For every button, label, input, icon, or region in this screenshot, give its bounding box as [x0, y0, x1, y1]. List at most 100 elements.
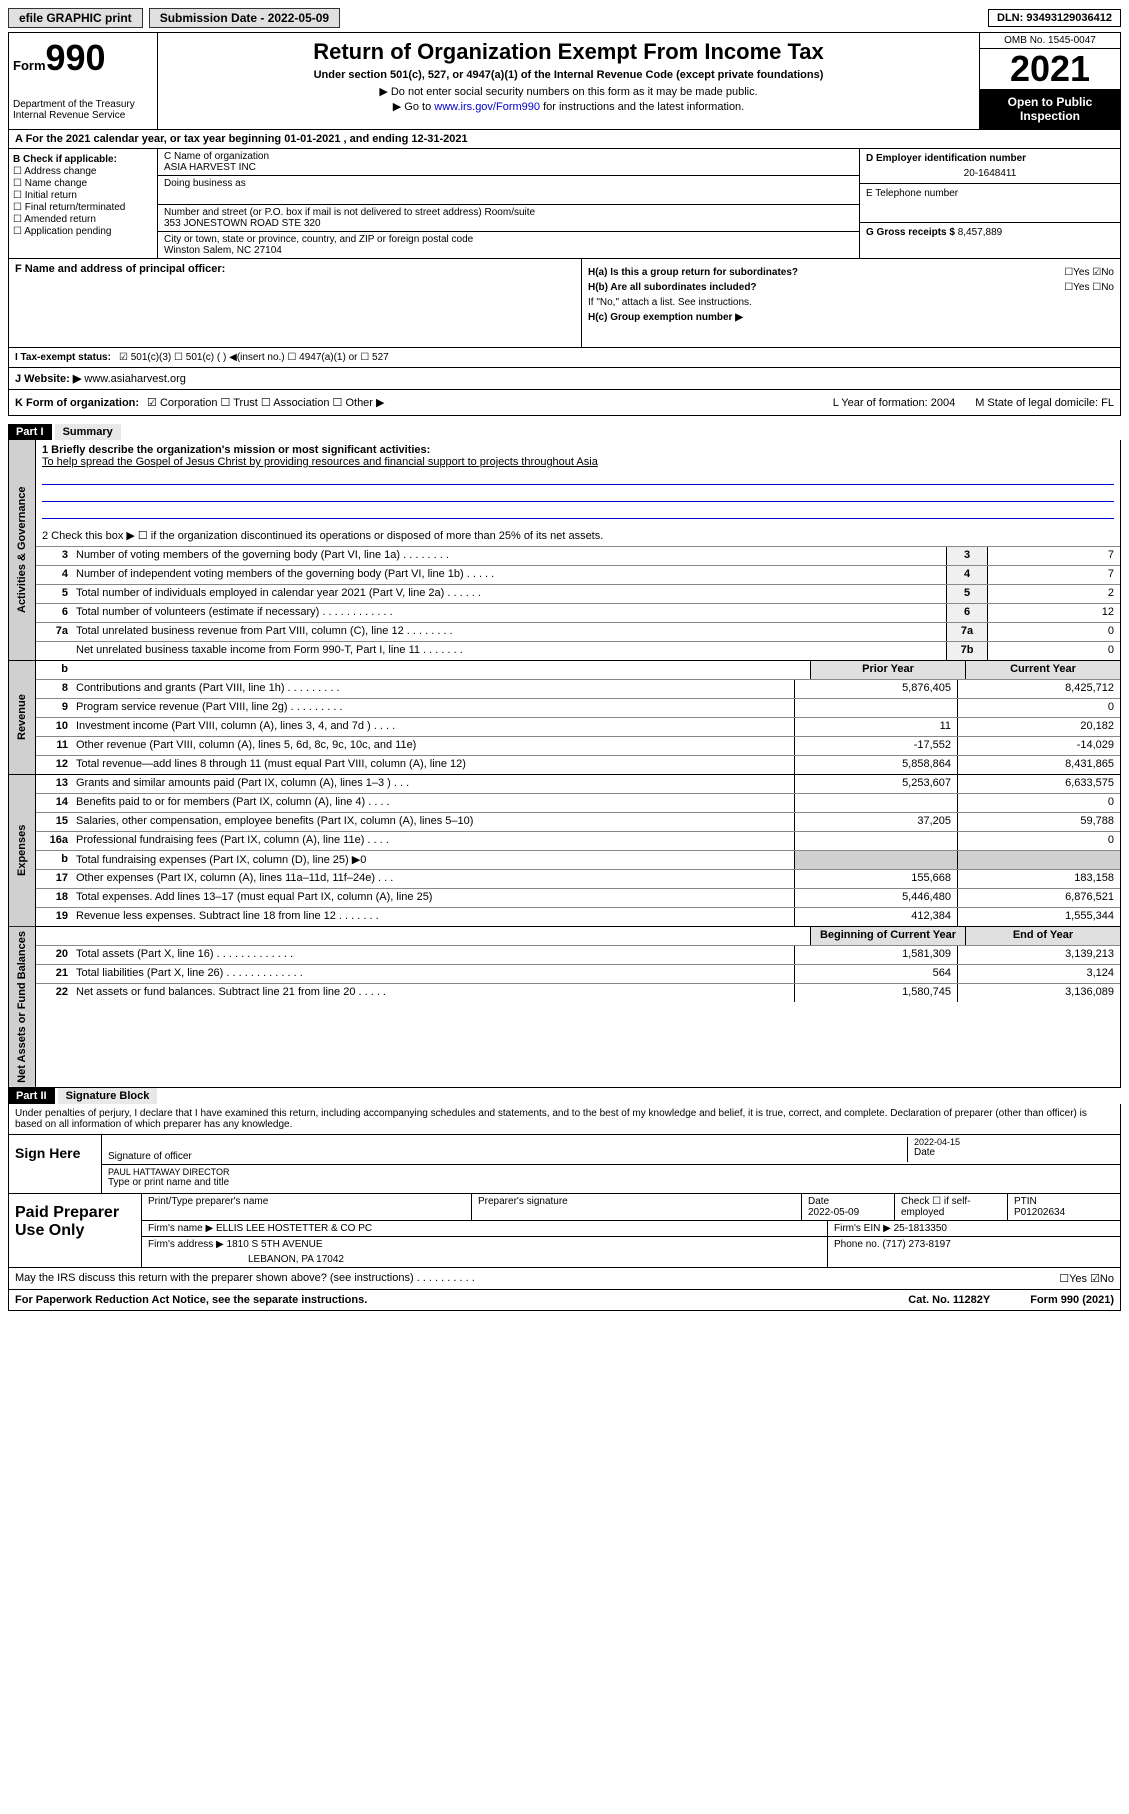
check-final[interactable]: ☐ Final return/terminated [13, 202, 153, 213]
line-11: 11 Other revenue (Part VIII, column (A),… [36, 736, 1120, 755]
org-name: ASIA HARVEST INC [164, 162, 853, 173]
instruct-1: ▶ Do not enter social security numbers o… [164, 85, 973, 98]
part1-governance: Activities & Governance 1 Briefly descri… [8, 440, 1121, 661]
street: 353 JONESTOWN ROAD STE 320 [164, 218, 853, 229]
line-7b: Net unrelated business taxable income fr… [36, 641, 1120, 660]
line-20: 20 Total assets (Part X, line 16) . . . … [36, 945, 1120, 964]
line-14: 14 Benefits paid to or for members (Part… [36, 793, 1120, 812]
form-number: 990 [46, 37, 106, 78]
title-main: Return of Organization Exempt From Incom… [164, 39, 973, 65]
officer-name: PAUL HATTAWAY DIRECTOR [108, 1167, 1114, 1177]
ein: 20-1648411 [866, 168, 1114, 179]
side-net: Net Assets or Fund Balances [9, 927, 36, 1087]
part1-expenses: Expenses 13 Grants and similar amounts p… [8, 775, 1121, 927]
line-19: 19 Revenue less expenses. Subtract line … [36, 907, 1120, 926]
footer: For Paperwork Reduction Act Notice, see … [8, 1290, 1121, 1311]
line-12: 12 Total revenue—add lines 8 through 11 … [36, 755, 1120, 774]
topbar: efile GRAPHIC print Submission Date - 20… [8, 8, 1121, 28]
firm-ein: 25-1813350 [894, 1223, 947, 1234]
form-container: efile GRAPHIC print Submission Date - 20… [0, 0, 1129, 1319]
part2-header: Part II [8, 1088, 55, 1104]
check-name[interactable]: ☐ Name change [13, 178, 153, 189]
check-initial[interactable]: ☐ Initial return [13, 190, 153, 201]
firm-address: 1810 S 5TH AVENUE [227, 1239, 323, 1250]
period-row: A For the 2021 calendar year, or tax yea… [8, 130, 1121, 149]
omb: OMB No. 1545-0047 [980, 33, 1120, 49]
line-13: 13 Grants and similar amounts paid (Part… [36, 775, 1120, 793]
section-f-h: F Name and address of principal officer:… [8, 259, 1121, 348]
part1-net-assets: Net Assets or Fund Balances Beginning of… [8, 927, 1121, 1088]
line-18: 18 Total expenses. Add lines 13–17 (must… [36, 888, 1120, 907]
signature-block: Under penalties of perjury, I declare th… [8, 1104, 1121, 1290]
line-8: 8 Contributions and grants (Part VIII, l… [36, 679, 1120, 698]
line-9: 9 Program service revenue (Part VIII, li… [36, 698, 1120, 717]
line-4: 4 Number of independent voting members o… [36, 565, 1120, 584]
form-org-options[interactable]: ☑ Corporation ☐ Trust ☐ Association ☐ Ot… [147, 396, 384, 409]
department: Department of the Treasury Internal Reve… [13, 99, 153, 121]
check-address[interactable]: ☐ Address change [13, 166, 153, 177]
sig-date: 2022-04-15 [914, 1137, 1114, 1147]
part2-header-row: Part II Signature Block [8, 1088, 1121, 1104]
firm-phone: (717) 273-8197 [882, 1239, 950, 1250]
declaration: Under penalties of perjury, I declare th… [9, 1104, 1120, 1134]
line-17: 17 Other expenses (Part IX, column (A), … [36, 869, 1120, 888]
line-16b: b Total fundraising expenses (Part IX, c… [36, 850, 1120, 869]
section-de: D Employer identification number 20-1648… [860, 149, 1120, 258]
side-expenses: Expenses [9, 775, 36, 926]
form-ref: Form 990 (2021) [1030, 1294, 1114, 1306]
header-right: OMB No. 1545-0047 2021 Open to Public In… [979, 33, 1120, 129]
section-b: B Check if applicable: ☐ Address change … [9, 149, 158, 258]
irs-link[interactable]: www.irs.gov/Form990 [434, 101, 540, 113]
line-15: 15 Salaries, other compensation, employe… [36, 812, 1120, 831]
paperwork-notice: For Paperwork Reduction Act Notice, see … [15, 1294, 367, 1306]
mission-text: To help spread the Gospel of Jesus Chris… [42, 456, 1114, 468]
info-grid: B Check if applicable: ☐ Address change … [8, 149, 1121, 259]
open-public: Open to Public Inspection [980, 89, 1120, 129]
submission-date: Submission Date - 2022-05-09 [149, 8, 340, 28]
tax-year: 2021 [980, 49, 1120, 89]
part1-revenue: Revenue b Prior Year Current Year 8 Cont… [8, 661, 1121, 775]
website-row: J Website: ▶ www.asiaharvest.org [8, 368, 1121, 390]
line-5: 5 Total number of individuals employed i… [36, 584, 1120, 603]
header: Form990 Department of the Treasury Inter… [8, 32, 1121, 130]
line-2: 2 Check this box ▶ ☐ if the organization… [42, 529, 1114, 542]
line-10: 10 Investment income (Part VIII, column … [36, 717, 1120, 736]
ha-answer[interactable]: ☐Yes ☑No [1064, 267, 1114, 278]
line-3: 3 Number of voting members of the govern… [36, 546, 1120, 565]
website-url[interactable]: www.asiaharvest.org [84, 373, 186, 385]
check-amended[interactable]: ☐ Amended return [13, 214, 153, 225]
subtitle: Under section 501(c), 527, or 4947(a)(1)… [164, 69, 973, 81]
side-revenue: Revenue [9, 661, 36, 774]
gross-receipts: 8,457,889 [958, 227, 1003, 238]
check-pending[interactable]: ☐ Application pending [13, 226, 153, 237]
side-governance: Activities & Governance [9, 440, 36, 660]
form-label: Form [13, 58, 46, 73]
instruct-2: ▶ Go to www.irs.gov/Form990 for instruct… [164, 100, 973, 113]
tax-status-options[interactable]: ☑ 501(c)(3) ☐ 501(c) ( ) ◀(insert no.) ☐… [119, 352, 389, 363]
line-16a: 16a Professional fundraising fees (Part … [36, 831, 1120, 850]
header-center: Return of Organization Exempt From Incom… [158, 33, 979, 129]
hb-answer[interactable]: ☐Yes ☐No [1064, 282, 1114, 293]
part1-title: Summary [55, 424, 121, 440]
part2-title: Signature Block [58, 1088, 158, 1104]
year-formation: L Year of formation: 2004 [833, 397, 956, 409]
part1-header-row: Part I Summary [8, 424, 1121, 440]
line-22: 22 Net assets or fund balances. Subtract… [36, 983, 1120, 1002]
section-c: C Name of organization ASIA HARVEST INC … [158, 149, 860, 258]
header-left: Form990 Department of the Treasury Inter… [9, 33, 158, 129]
city: Winston Salem, NC 27104 [164, 245, 853, 256]
line-21: 21 Total liabilities (Part X, line 26) .… [36, 964, 1120, 983]
section-k: K Form of organization: ☑ Corporation ☐ … [8, 390, 1121, 416]
state-domicile: M State of legal domicile: FL [975, 397, 1114, 409]
efile-button[interactable]: efile GRAPHIC print [8, 8, 143, 28]
firm-name: ELLIS LEE HOSTETTER & CO PC [216, 1223, 372, 1234]
ptin: P01202634 [1014, 1207, 1114, 1218]
cat-no: Cat. No. 11282Y [908, 1294, 990, 1306]
part1-header: Part I [8, 424, 52, 440]
discuss-answer[interactable]: ☐Yes ☑No [1059, 1272, 1114, 1285]
line-6: 6 Total number of volunteers (estimate i… [36, 603, 1120, 622]
tax-status-row: I Tax-exempt status: ☑ 501(c)(3) ☐ 501(c… [8, 348, 1121, 368]
line-7a: 7a Total unrelated business revenue from… [36, 622, 1120, 641]
paid-preparer-label: Paid Preparer Use Only [9, 1194, 141, 1267]
sign-here-label: Sign Here [9, 1135, 101, 1193]
